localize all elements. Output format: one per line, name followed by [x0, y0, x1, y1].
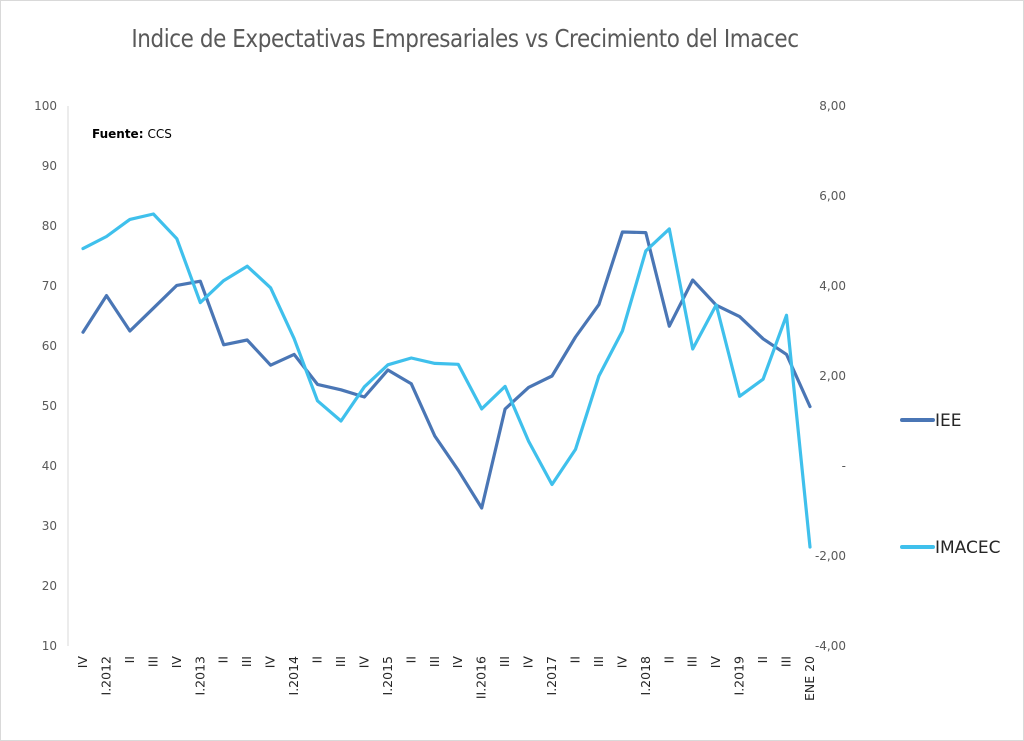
- x-tick-label: IV: [450, 656, 465, 669]
- x-tick-label: I.2017: [544, 656, 559, 695]
- x-tick-label: I.2015: [380, 656, 395, 695]
- left-tick-label: 100: [34, 99, 57, 113]
- x-tick-label: IV: [75, 656, 90, 669]
- x-tick-label: II: [216, 656, 231, 663]
- x-tick-label: IV: [169, 656, 184, 669]
- x-tick-label: III: [239, 656, 254, 667]
- x-tick-label: III: [685, 656, 700, 667]
- left-tick-label: 40: [42, 459, 57, 473]
- x-tick-label: II: [310, 656, 325, 663]
- x-tick-label: I.2013: [192, 656, 207, 695]
- series-line-iee: [81, 230, 812, 510]
- x-tick-label: I.2012: [98, 656, 113, 695]
- legend-label-iee: IEE: [935, 411, 962, 431]
- x-tick-label: IV: [614, 656, 629, 669]
- x-tick-label: IV: [521, 656, 536, 669]
- x-tick-label: I.2014: [286, 656, 301, 696]
- left-tick-label: 80: [42, 219, 57, 233]
- x-tick-label: III: [427, 656, 442, 667]
- right-tick-label: -4,00: [815, 639, 846, 653]
- x-tick-label: II: [661, 656, 676, 663]
- x-tick-label: III: [779, 656, 794, 667]
- right-axis-ticks: -4,00-2,00-2,004,006,008,00: [815, 99, 846, 653]
- x-tick-label: III: [497, 656, 512, 667]
- x-tick-label: IV: [263, 656, 278, 669]
- x-tick-label: III: [333, 656, 348, 667]
- legend: IEE IMACEC: [900, 411, 1001, 558]
- right-tick-label: 4,00: [819, 279, 846, 293]
- right-tick-label: 8,00: [819, 99, 846, 113]
- left-tick-label: 50: [42, 399, 57, 413]
- x-tick-label: IV: [708, 656, 723, 669]
- left-tick-label: 10: [42, 639, 57, 653]
- x-tick-label: II: [122, 656, 137, 663]
- right-tick-label: -: [842, 459, 846, 473]
- left-tick-label: 90: [42, 159, 57, 173]
- left-axis-ticks: 10 20 30 40 50 60 70 80 90 100: [34, 99, 57, 653]
- right-tick-label: 6,00: [819, 189, 846, 203]
- series-line-imacec: [81, 212, 812, 549]
- x-axis-labels: IV I.2012 II III IV I.2013 II III IV I.2014 II III I…: [75, 656, 817, 701]
- legend-label-imacec: IMACEC: [935, 538, 1001, 558]
- x-tick-label: I.2019: [732, 656, 747, 696]
- x-tick-label: II: [755, 656, 770, 663]
- x-tick-label: ENE 20: [802, 656, 817, 701]
- chart-title: Indice de Expectativas Empresariales vs …: [131, 24, 799, 53]
- source-label: Fuente:: [92, 127, 144, 141]
- source-value: CCS: [148, 127, 172, 141]
- x-tick-label: II: [567, 656, 582, 663]
- x-tick-label: I.2018: [638, 656, 653, 696]
- x-tick-label: III: [145, 656, 160, 667]
- series-lines: [81, 212, 812, 549]
- x-tick-label: II: [403, 656, 418, 663]
- left-tick-label: 30: [42, 519, 57, 533]
- left-tick-label: 70: [42, 279, 57, 293]
- left-tick-label: 60: [42, 339, 57, 353]
- left-tick-label: 20: [42, 579, 57, 593]
- x-tick-label: II.2016: [474, 656, 489, 699]
- x-tick-label: III: [591, 656, 606, 667]
- right-tick-label: -2,00: [815, 549, 846, 563]
- x-tick-label: IV: [356, 656, 371, 669]
- right-tick-label: 2,00: [819, 369, 846, 383]
- source-note: Fuente: CCS: [92, 127, 172, 141]
